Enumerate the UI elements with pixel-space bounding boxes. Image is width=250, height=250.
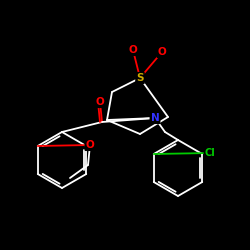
Text: O: O — [158, 47, 166, 57]
Text: O: O — [128, 45, 138, 55]
Text: S: S — [136, 73, 144, 83]
Text: Cl: Cl — [204, 148, 216, 158]
Text: O: O — [96, 97, 104, 107]
Text: O: O — [86, 140, 94, 150]
Text: N: N — [150, 113, 160, 123]
